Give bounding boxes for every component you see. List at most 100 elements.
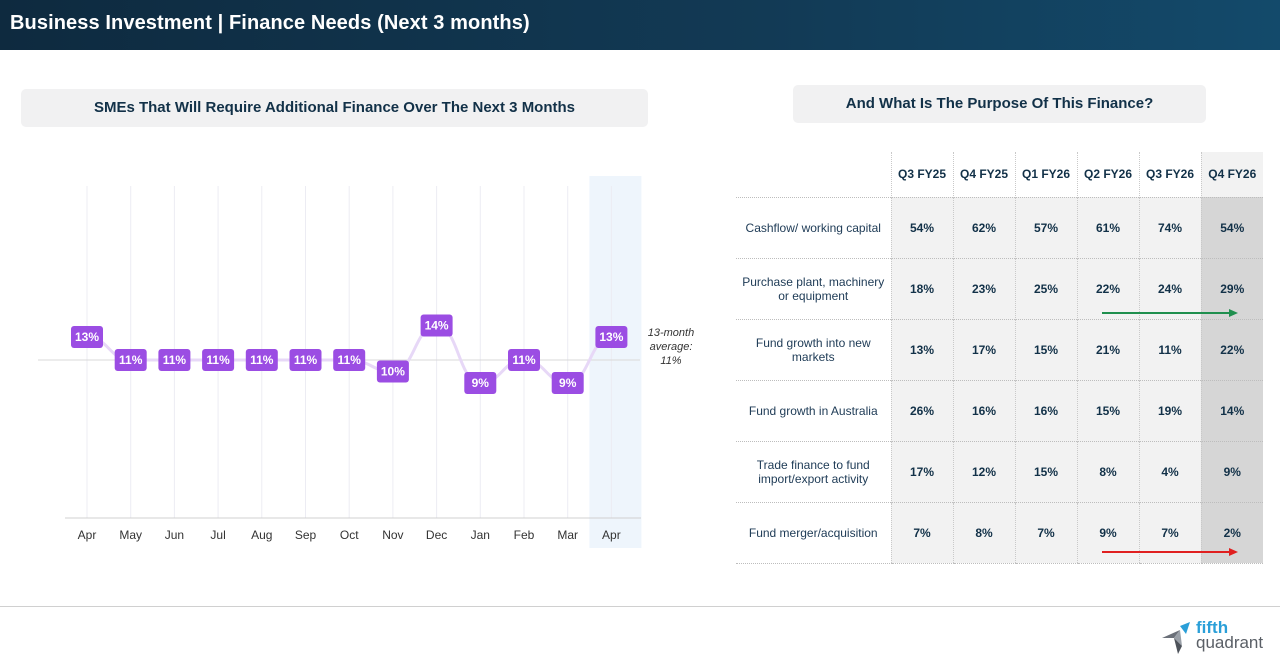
average-note-line: 13-month [647, 327, 695, 339]
x-tick-label: Feb [514, 528, 535, 542]
data-label-box [376, 360, 409, 383]
down-trend-arrowhead [1229, 548, 1238, 556]
table-header-blank [736, 152, 891, 197]
column-header: Q1 FY26 [1014, 152, 1077, 197]
x-tick-label: Nov [382, 528, 403, 542]
fifth-quadrant-logo: fifth quadrant [1160, 619, 1270, 656]
table-row: Trade finance to fund import/export acti… [736, 440, 1263, 502]
table-cell: 29% [1200, 257, 1263, 319]
table-row: Cashflow/ working capital 54% 62% 57% 61% 74%… [736, 196, 1263, 258]
table-cell: 22% [1076, 257, 1139, 319]
data-label: 11% [250, 353, 274, 367]
data-label-box [71, 326, 103, 348]
column-header: Q3 FY26 [1138, 152, 1201, 197]
table-cell: 62% [952, 196, 1015, 258]
table-cell: 12% [952, 440, 1015, 502]
x-tick-label: Dec [426, 528, 447, 542]
data-label-box [289, 349, 322, 371]
table-cell: 54% [1200, 196, 1263, 258]
data-label: 13% [599, 330, 623, 344]
row-label: Fund growth in Australia [736, 379, 891, 441]
trend-arrows [1102, 309, 1238, 556]
logo-text-quadrant: quadrant [1196, 633, 1264, 652]
data-label-box [595, 326, 628, 348]
table-cell: 11% [1138, 318, 1201, 380]
column-header: Q4 FY26 [1200, 152, 1263, 197]
table-cell: 17% [952, 318, 1015, 380]
table-cell: 15% [1076, 379, 1139, 441]
row-label: Purchase plant, machinery or equipment [736, 257, 891, 319]
table-cell: 15% [1014, 318, 1077, 380]
table-cell: 14% [1200, 379, 1263, 441]
x-tick-label: Sep [295, 528, 317, 542]
data-label: 11% [294, 353, 318, 367]
footer-divider [0, 606, 1280, 607]
data-label: 11% [512, 353, 536, 367]
table-row: Fund growth in Australia 26% 16% 16% 15% 19% 1… [736, 379, 1263, 441]
data-label: 11% [119, 353, 143, 367]
page-title: Business Investment | Finance Needs (Nex… [10, 12, 530, 34]
table-cell: 74% [1138, 196, 1201, 258]
table-cell: 25% [1014, 257, 1077, 319]
table-row: Purchase plant, machinery or equipment 18… [736, 257, 1263, 319]
table-cell: 7% [1014, 501, 1077, 564]
x-tick-label: Apr [78, 528, 97, 542]
header-bar: Business Investment | Finance Needs (Nex… [0, 0, 1280, 50]
table-cell: 24% [1138, 257, 1201, 319]
x-tick-label: Aug [251, 528, 272, 542]
data-label: 14% [425, 319, 449, 333]
highlight-band [589, 176, 642, 548]
logo-mark-icon [1162, 622, 1190, 654]
x-tick-label: Oct [340, 528, 359, 542]
row-label: Fund merger/acquisition [736, 501, 891, 564]
finance-purpose-table: Q3 FY25 Q4 FY25 Q1 FY26 Q2 FY26 Q3 FY26 … [736, 152, 1263, 564]
x-tick-label: May [119, 528, 142, 542]
data-label: 11% [338, 353, 362, 367]
data-label: 11% [163, 353, 187, 367]
average-note-line: 11% [660, 355, 682, 367]
x-tick-label: Jul [210, 528, 225, 542]
table-cell: 19% [1138, 379, 1201, 441]
x-tick-label: Jun [165, 528, 184, 542]
table-cell: 21% [1076, 318, 1139, 380]
table-cell: 7% [1138, 501, 1201, 564]
data-label: 9% [472, 376, 490, 390]
table-cell: 8% [1076, 440, 1139, 502]
table-cell: 22% [1200, 318, 1263, 380]
data-label-box [114, 349, 147, 371]
data-label: 13% [75, 330, 99, 344]
table-cell: 16% [952, 379, 1015, 441]
table-cell: 57% [1014, 196, 1077, 258]
table-cell: 18% [890, 257, 953, 319]
data-label-box [551, 372, 584, 394]
row-label: Trade finance to fund import/export acti… [736, 440, 891, 502]
table-cell: 7% [890, 501, 953, 564]
data-label: 10% [381, 365, 405, 379]
table-row: Fund growth into new markets 13% 17% 15% 21%… [736, 318, 1263, 380]
average-note-line: average: [649, 341, 693, 353]
column-header: Q2 FY26 [1076, 152, 1139, 197]
x-tick-label: Mar [557, 528, 578, 542]
table-cell: 9% [1200, 440, 1263, 502]
table-cell: 4% [1138, 440, 1201, 502]
x-tick-label: Jan [471, 528, 490, 542]
table-cell: 13% [890, 318, 953, 380]
column-header: Q3 FY25 [890, 152, 953, 197]
line-chart: 13% 11% 11% 11% 11% 11% 11% 10% 14% 9% 11% 9% 13% Apr… [38, 176, 642, 548]
table-header-row: Q3 FY25 Q4 FY25 Q1 FY26 Q2 FY26 Q3 FY26 … [736, 152, 1263, 197]
chart-title: SMEs That Will Require Additional Financ… [21, 89, 648, 127]
x-tick-label: Apr [602, 528, 621, 542]
table-cell: 17% [890, 440, 953, 502]
data-label-box [333, 349, 366, 371]
row-label: Cashflow/ working capital [736, 196, 891, 258]
row-label: Fund growth into new markets [736, 318, 891, 380]
table-cell: 61% [1076, 196, 1139, 258]
data-label-box [202, 349, 235, 371]
table-cell: 23% [952, 257, 1015, 319]
average-note: 13-month average: 11% [640, 326, 702, 368]
table-cell: 54% [890, 196, 953, 258]
table-title: And What Is The Purpose Of This Finance? [793, 85, 1206, 123]
up-trend-arrowhead [1229, 309, 1238, 317]
column-header: Q4 FY25 [952, 152, 1015, 197]
table-cell: 16% [1014, 379, 1077, 441]
